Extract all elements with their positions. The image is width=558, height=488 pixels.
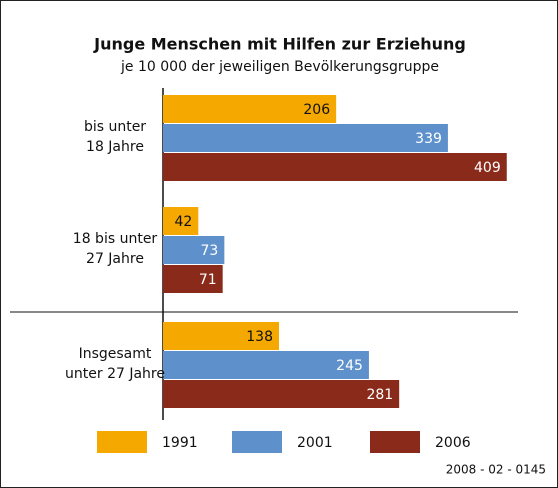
bar xyxy=(163,351,369,379)
value-label: 281 xyxy=(366,387,393,403)
bar xyxy=(163,95,337,123)
bar xyxy=(163,265,223,293)
value-label: 138 xyxy=(246,329,273,345)
bar xyxy=(163,124,448,152)
legend-label: 1991 xyxy=(162,435,198,451)
value-label: 409 xyxy=(474,160,501,176)
chart-title: Junge Menschen mit Hilfen zur Erziehung xyxy=(93,35,466,54)
bar xyxy=(163,153,507,181)
legend-swatch xyxy=(370,431,420,453)
value-label: 73 xyxy=(201,243,219,259)
category-label: bis unter 18 Jahre xyxy=(83,118,147,155)
bar xyxy=(163,322,279,350)
chart-subtitle: je 10 000 der jeweiligen Bevölkerungsgru… xyxy=(120,59,439,75)
category-label: 18 bis unter 27 Jahre xyxy=(72,230,158,267)
legend-swatch xyxy=(232,431,282,453)
category-label: Insgesamt unter 27 Jahre xyxy=(65,345,165,382)
footnote: 2008 - 02 - 0145 xyxy=(446,463,546,477)
bar xyxy=(163,236,225,264)
value-label: 245 xyxy=(336,358,363,374)
bar xyxy=(163,207,199,235)
value-label: 339 xyxy=(415,131,442,147)
legend-label: 2001 xyxy=(297,435,333,451)
value-label: 42 xyxy=(174,214,192,230)
legend-swatch xyxy=(97,431,147,453)
value-label: 206 xyxy=(303,102,330,118)
legend-label: 2006 xyxy=(435,435,471,451)
value-label: 71 xyxy=(199,272,217,288)
bar xyxy=(163,380,400,408)
